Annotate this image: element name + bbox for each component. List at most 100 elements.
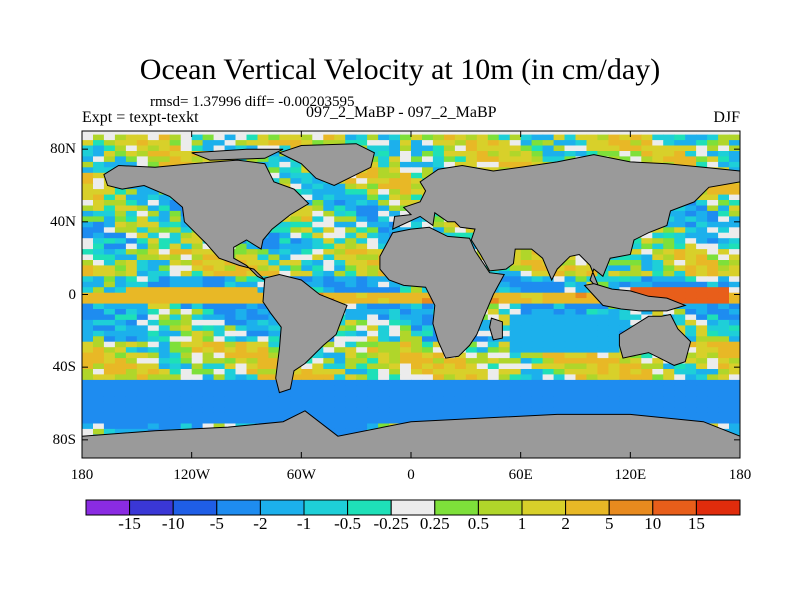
field-cell [729,374,740,381]
field-cell [191,232,204,239]
field-cell [619,281,631,288]
field-cell [422,221,434,228]
field-cell [663,309,675,315]
field-cell [93,270,105,277]
field-cell [400,161,412,168]
field-cell [608,145,620,152]
field-cell [707,401,719,408]
field-cell [93,260,105,266]
field-cell [268,374,280,381]
field-cell [641,243,653,250]
field-cell [334,281,346,288]
field-cell [169,336,182,343]
field-cell [707,303,719,310]
field-cell [345,303,357,310]
field-cell [82,238,94,245]
field-cell [597,276,609,283]
field-cell [707,292,719,299]
field-cell [432,363,445,370]
field-cell [268,238,280,245]
field-cell [509,260,522,266]
field-cell [422,330,434,337]
field-cell [378,407,390,414]
field-cell [136,347,149,354]
field-cell [147,363,160,370]
colorbar-label: 0.5 [467,514,490,533]
field-cell [103,238,116,245]
field-cell [180,232,193,239]
field-cell [235,265,248,272]
field-cell [575,260,588,266]
field-cell [345,428,357,435]
field-cell [575,287,588,294]
field-cell [509,374,522,381]
field-cell [531,156,544,163]
field-cell [367,407,379,414]
field-cell [663,401,675,408]
field-cell [213,379,226,386]
field-cell [334,330,346,337]
field-cell [367,390,379,397]
field-cell [114,379,127,386]
field-cell [103,314,116,321]
field-cell [597,401,609,408]
field-cell [422,167,434,174]
field-cell [158,352,171,359]
field-cell [542,407,555,414]
field-cell [454,352,467,359]
field-cell [696,151,708,157]
y-tick-label: 40N [50,213,76,230]
field-cell [290,210,302,217]
field-cell [465,227,478,234]
field-cell [630,281,642,288]
field-cell [224,309,237,315]
field-cell [136,325,149,332]
field-cell [641,134,653,141]
field-cell [169,216,182,223]
field-cell [345,270,357,277]
field-cell [389,156,401,163]
field-cell [114,254,127,261]
field-cell [114,369,127,375]
field-cell [103,341,116,348]
field-cell [378,374,390,381]
field-cell [345,249,357,256]
field-cell [685,396,697,403]
field-cell [400,330,412,337]
field-cell [268,156,280,163]
field-cell [509,336,522,343]
field-cell [696,341,708,348]
field-cell [663,254,675,261]
field-cell [213,369,226,375]
field-cell [487,341,500,348]
field-cell [301,270,313,277]
field-cell [213,292,226,299]
field-cell [641,270,653,277]
field-cell [498,363,511,370]
field-cell [520,292,533,299]
field-cell [114,401,127,408]
field-cell [180,423,193,430]
field-cell [465,145,478,152]
field-cell [235,396,248,403]
field-cell [257,352,270,359]
field-cell [729,390,740,397]
field-cell [290,161,302,168]
field-cell [82,292,94,299]
field-cell [575,254,588,261]
colorbar-swatch [477,499,523,516]
field-cell [443,151,456,157]
field-cell [641,401,653,408]
field-cell [93,428,105,435]
field-cell [443,358,456,365]
field-cell [345,227,357,234]
field-cell [564,385,577,392]
field-cell [323,412,335,419]
field-cell [356,205,368,212]
field-cell [312,363,324,370]
field-cell [323,390,335,397]
field-cell [246,270,259,277]
field-cell [542,270,555,277]
field-cell [389,314,401,321]
field-cell [345,265,357,272]
